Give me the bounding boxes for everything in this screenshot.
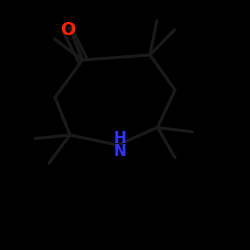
Text: H
N: H N [114, 130, 126, 160]
Text: O: O [60, 21, 75, 39]
